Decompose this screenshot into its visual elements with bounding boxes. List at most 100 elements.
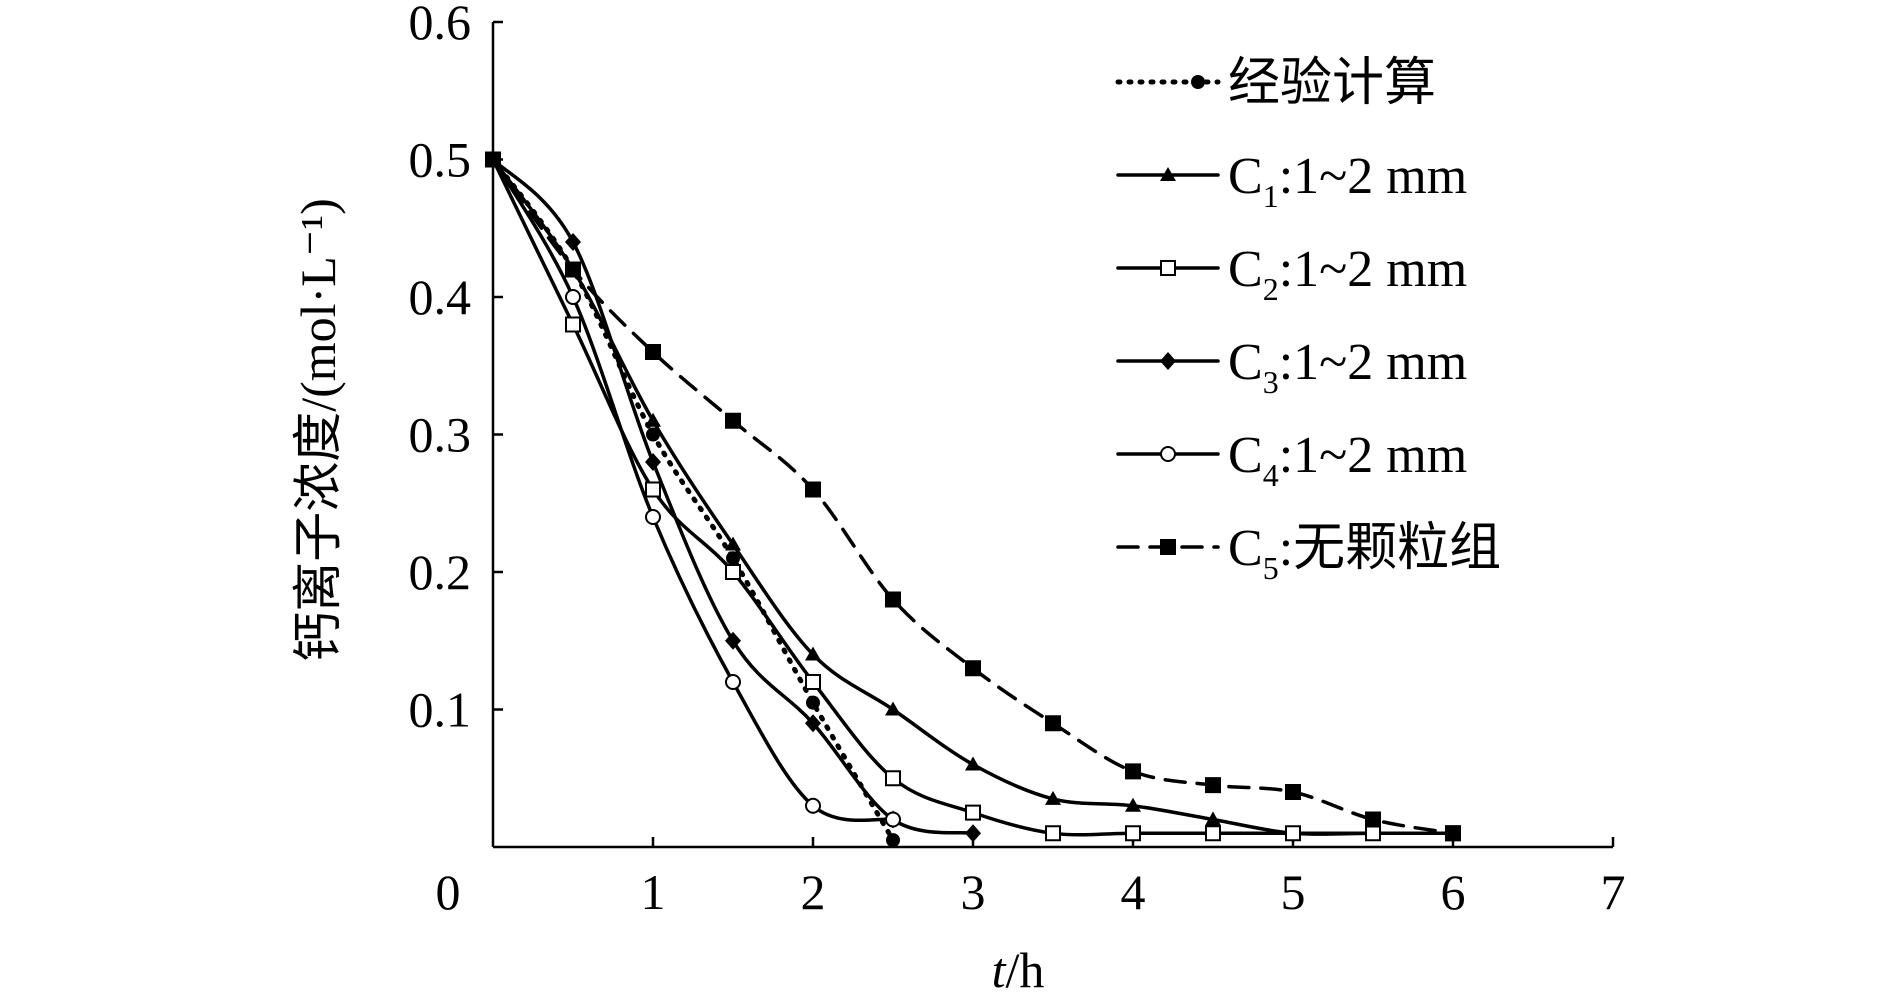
legend-label-suffix: :1~2 mm: [1279, 241, 1467, 298]
data-point: [1125, 825, 1141, 842]
x-axis-label-variable: t: [992, 942, 1007, 998]
x-tick-label: 5: [1281, 864, 1306, 920]
y-tick-label: 0.1: [409, 682, 472, 738]
axes: 0 1 2 3 4 5 6 7 0.1 0.2 0.3 0.4 0.5 0.6: [409, 0, 1626, 920]
data-point: [645, 412, 661, 427]
y-tick-label: 0.6: [409, 0, 472, 50]
legend-marker: [1160, 446, 1176, 462]
data-point: [1205, 777, 1221, 794]
data-point: [885, 701, 901, 716]
data-point: [1205, 811, 1221, 826]
data-point: [885, 811, 901, 828]
data-point: [1045, 790, 1061, 805]
legend-label-subscript: 2: [1263, 271, 1279, 307]
legend-item: C3:1~2 mm: [1116, 334, 1467, 400]
data-point: [725, 412, 741, 429]
data-point: [965, 804, 981, 821]
data-point: [565, 316, 581, 333]
data-point: [805, 674, 821, 690]
data-point: [805, 481, 821, 498]
y-tick-label: 0.4: [409, 269, 472, 325]
x-tick-label: 4: [1121, 864, 1146, 920]
x-axis-label-unit: /h: [1006, 942, 1045, 998]
legend-label-suffix: :1~2 mm: [1279, 427, 1467, 484]
data-point: [565, 261, 581, 278]
series-1: [486, 152, 900, 848]
legend-label: C4:1~2 mm: [1228, 427, 1467, 493]
x-tick-label: 7: [1601, 864, 1626, 920]
data-point: [1045, 825, 1061, 842]
series-line: [491, 157, 895, 823]
data-point: [645, 344, 661, 360]
data-point: [805, 797, 821, 814]
data-point: [485, 151, 501, 168]
data-point: [806, 695, 820, 710]
y-tick-label: 0.5: [409, 132, 472, 188]
legend-label: C2:1~2 mm: [1228, 241, 1467, 307]
y-tick-label: 0.2: [409, 544, 472, 600]
legend-label-suffix: :1~2 mm: [1279, 334, 1467, 391]
data-point: [965, 756, 981, 771]
legend-label-main: C: [1228, 520, 1263, 577]
data-point: [726, 551, 740, 566]
data-point: [645, 509, 661, 525]
legend-label-suffix: :无颗粒组: [1279, 520, 1501, 577]
data-point: [725, 536, 741, 551]
data-point: [645, 453, 661, 471]
legend-marker: [1160, 539, 1176, 555]
legend-label-subscript: 1: [1263, 178, 1279, 214]
data-point: [565, 233, 581, 251]
data-point: [965, 824, 981, 843]
series-line: [490, 157, 896, 843]
legend-item: C1:1~2 mm: [1116, 148, 1467, 214]
legend-label: C1:1~2 mm: [1228, 148, 1467, 214]
x-tick-label: 6: [1441, 864, 1466, 920]
legend-marker: [1191, 75, 1205, 89]
legend-label-subscript: 4: [1263, 457, 1279, 493]
data-point: [965, 660, 981, 677]
data-point: [885, 770, 901, 787]
x-tick-label: 3: [961, 864, 986, 920]
data-point: [645, 481, 661, 498]
legend-marker: [1160, 167, 1176, 181]
legend-label: C3:1~2 mm: [1228, 334, 1467, 400]
data-point: [886, 833, 900, 848]
data-point: [805, 646, 821, 661]
legend-label: C5:无颗粒组: [1228, 520, 1501, 586]
legend-item: C2:1~2 mm: [1116, 241, 1467, 307]
legend-label-main: C: [1228, 334, 1263, 391]
data-point: [725, 564, 741, 580]
data-point: [565, 289, 581, 305]
data-point: [646, 427, 660, 442]
data-point: [1045, 715, 1061, 732]
data-point: [885, 591, 901, 608]
data-point: [1285, 784, 1301, 800]
legend-item: 经验计算: [1115, 55, 1436, 112]
legend-label: 经验计算: [1228, 55, 1436, 112]
data-point: [1285, 825, 1301, 842]
x-tick-label: 1: [641, 864, 666, 920]
x-tick-label: 0: [436, 864, 461, 920]
x-tick-label: 2: [801, 864, 826, 920]
series-6: [485, 151, 1461, 842]
x-axis-label: t/h: [992, 942, 1045, 998]
legend-label-subscript: 5: [1263, 550, 1279, 586]
legend-label-main: C: [1228, 241, 1263, 298]
legend-marker: [1160, 260, 1176, 276]
series-layer: [485, 150, 1461, 848]
legend-label-suffix: :1~2 mm: [1279, 148, 1467, 205]
data-point: [1125, 763, 1141, 780]
legend-marker: [1160, 352, 1176, 370]
data-point: [725, 631, 741, 650]
data-point: [1365, 825, 1381, 842]
data-point: [1205, 825, 1221, 842]
series-line: [491, 157, 1455, 837]
legend-item: C4:1~2 mm: [1116, 427, 1467, 493]
legend-item: C5:无颗粒组: [1116, 520, 1501, 586]
y-axis-label: 钙离子浓度/(mol·L⁻¹): [290, 198, 346, 662]
data-point: [725, 674, 741, 690]
series-line: [491, 157, 975, 836]
data-point: [1365, 811, 1381, 828]
